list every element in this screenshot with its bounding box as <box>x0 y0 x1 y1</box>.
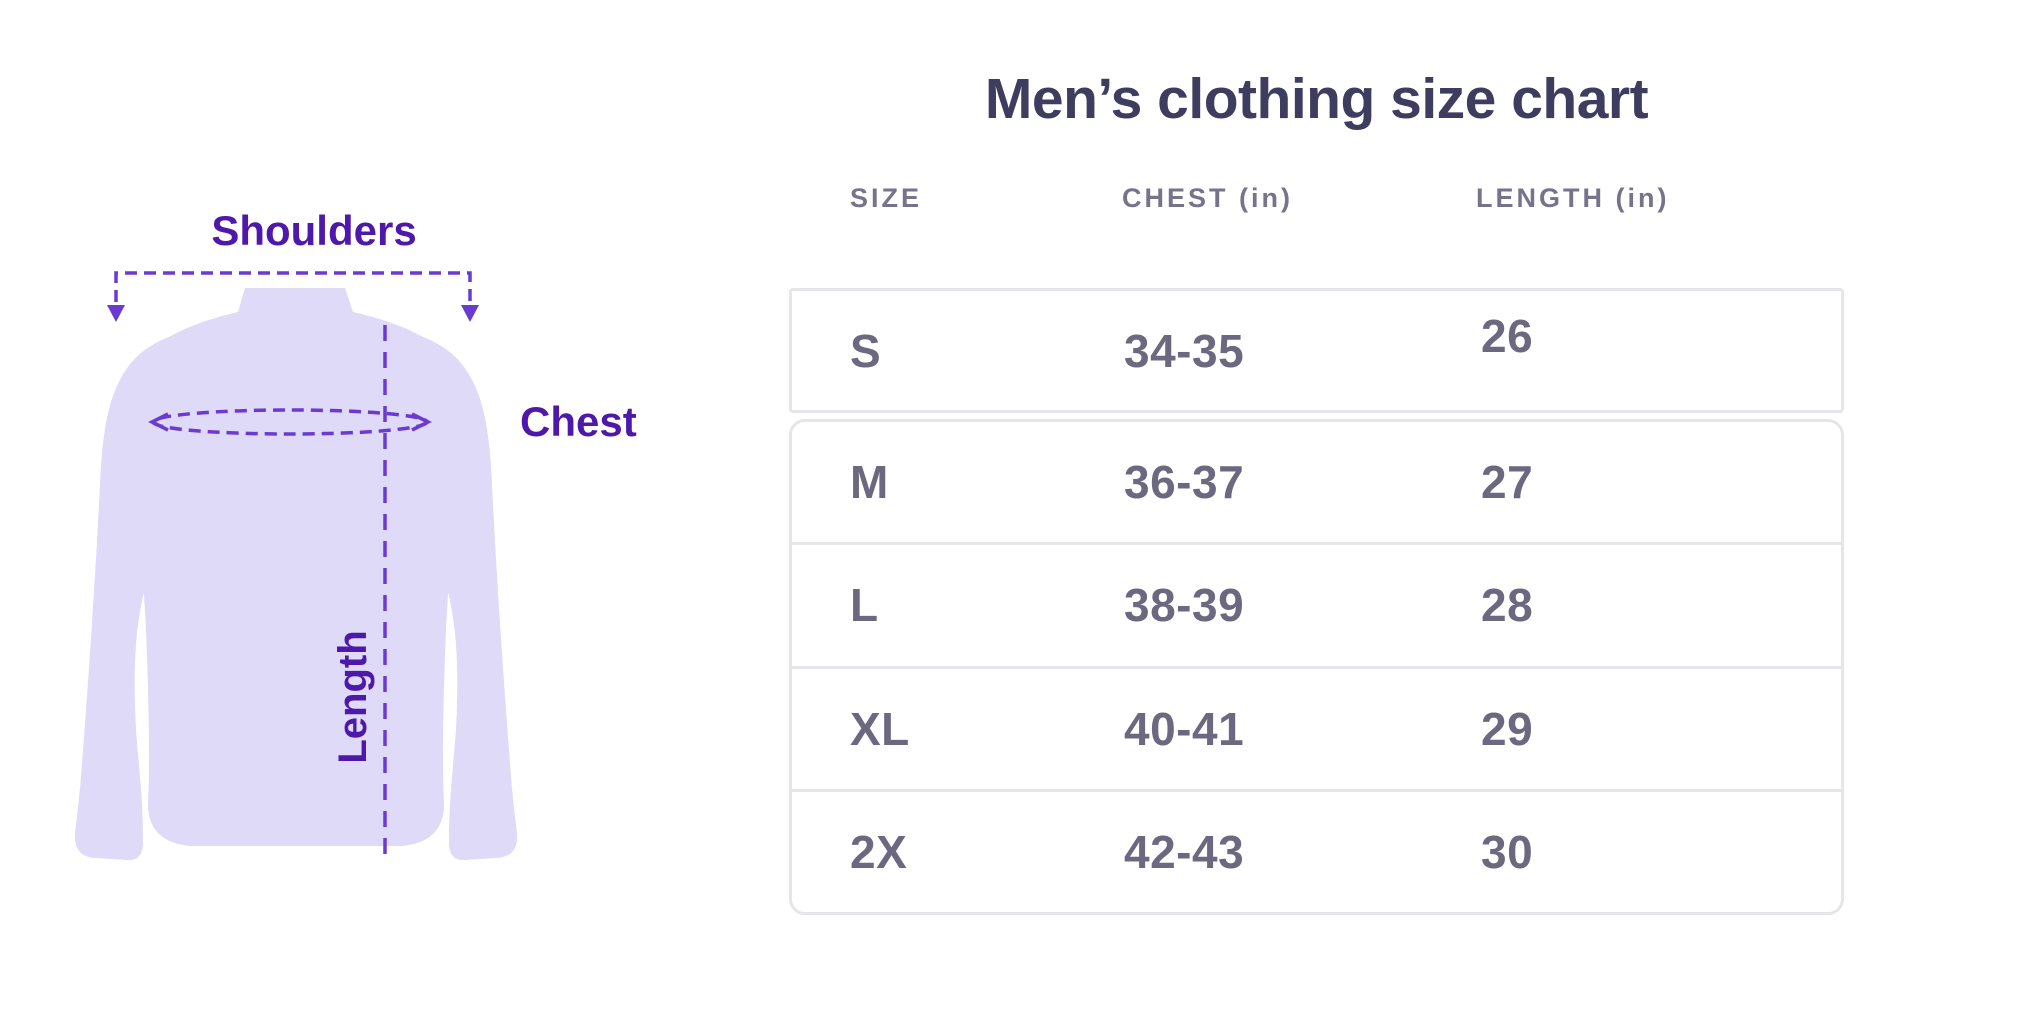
column-header-length: LENGTH (in) <box>1476 183 1670 213</box>
length-cell: 30 <box>1481 825 1534 878</box>
column-header-size: SIZE <box>850 183 923 213</box>
chest-cell: 42-43 <box>1124 825 1245 878</box>
table-row: 2X 42-43 30 <box>792 788 1841 912</box>
chest-label: Chest <box>520 398 637 445</box>
shoulders-arrow-left-icon <box>107 305 125 322</box>
size-cell: M <box>850 456 889 509</box>
table-row: S 34-35 26 <box>792 291 1841 410</box>
shirt-illustration <box>74 271 518 861</box>
chest-arrow-left-icon <box>148 412 169 432</box>
size-cell: S <box>850 324 882 377</box>
shirt-torso-shape <box>131 288 461 846</box>
column-header-chest: CHEST (in) <box>1122 183 1293 213</box>
chest-cell: 34-35 <box>1124 324 1245 377</box>
length-cell: 28 <box>1481 579 1534 632</box>
size-table-group-first: S 34-35 26 <box>789 288 1844 413</box>
page-title: Men’s clothing size chart <box>984 67 1649 131</box>
table-row: XL 40-41 29 <box>792 665 1841 789</box>
shoulders-arrow-right-icon <box>461 305 479 322</box>
chest-cell: 40-41 <box>1124 702 1245 755</box>
length-cell: 29 <box>1481 702 1534 755</box>
table-row: M 36-37 27 <box>792 422 1841 542</box>
length-cell: 27 <box>1481 456 1534 509</box>
length-cell: 26 <box>1481 309 1534 362</box>
table-row: L 38-39 28 <box>792 542 1841 665</box>
length-label: Length <box>331 630 375 764</box>
size-table-group-rest: M 36-37 27 L 38-39 28 XL 40-41 29 2X 42-… <box>789 419 1844 915</box>
chest-arrow-right-icon <box>411 412 432 432</box>
size-cell: 2X <box>850 825 908 878</box>
size-cell: XL <box>850 702 910 755</box>
chest-cell: 38-39 <box>1124 579 1245 632</box>
shoulders-label: Shoulders <box>211 207 417 254</box>
chest-cell: 36-37 <box>1124 456 1245 509</box>
size-cell: L <box>850 579 879 632</box>
